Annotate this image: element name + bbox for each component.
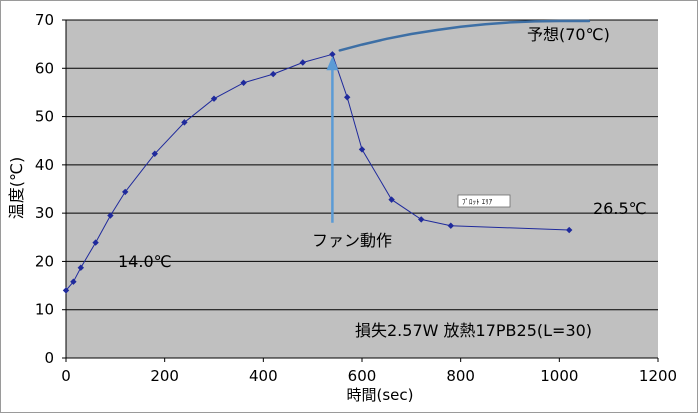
series-group [62,19,591,294]
end-temp-annotation: 26.5℃ [593,199,647,218]
forecast-annotation: 予想(70℃) [527,25,610,44]
y-tick-labels: 0 10 20 30 40 50 60 70 [35,11,66,367]
data-point [388,196,395,203]
data-point [358,146,366,153]
data-point [299,59,306,66]
plot-area-tooltip: ﾌﾟﾛｯﾄ ｴﾘｱ [457,194,511,208]
tooltip-text: ﾌﾟﾛｯﾄ ｴﾘｱ [462,198,493,206]
data-point [210,95,218,102]
data-point [77,264,84,271]
x-tick-labels: 0 200 400 600 800 1000 1200 [61,358,677,385]
data-point [566,226,573,234]
y-tick-label: 10 [35,301,54,319]
arrow-head [326,56,339,71]
x-tick-label: 0 [61,367,71,385]
data-point [344,94,351,101]
x-tick-label: 800 [446,367,475,385]
x-tick-label: 600 [348,367,377,385]
start-temp-annotation: 14.0℃ [118,252,172,271]
plot-area[interactable] [66,20,658,358]
y-tick-label: 30 [35,204,54,222]
x-tick-label: 400 [249,367,278,385]
x-tick-label: 1000 [540,367,578,385]
spec-annotation: 損失2.57W 放熱17PB25(L=30) [355,321,592,340]
x-axis-label: 時間(sec) [347,386,414,404]
y-tick-label: 60 [35,59,54,77]
data-point [240,79,247,86]
y-tick-label: 40 [35,156,54,174]
fan-annotation: ファン動作 [312,231,392,250]
data-point [151,150,158,157]
data-point [181,119,188,126]
y-tick-label: 0 [44,349,54,367]
data-point [62,287,70,294]
data-point [122,188,129,196]
x-tick-label: 200 [150,367,179,385]
y-axis-label: 温度(℃) [7,157,26,219]
y-tick-label: 20 [35,252,54,270]
y-tick-label: 70 [35,11,54,29]
data-point [447,222,454,229]
y-tick-label: 50 [35,108,54,126]
data-point [270,70,277,78]
fan-arrow [326,56,339,223]
data-point [329,51,336,58]
forecast-curve [338,19,591,52]
data-point [418,216,425,223]
data-point [70,278,77,285]
data-point [92,239,99,246]
x-tick-label: 1200 [639,367,677,385]
data-point [107,212,114,219]
